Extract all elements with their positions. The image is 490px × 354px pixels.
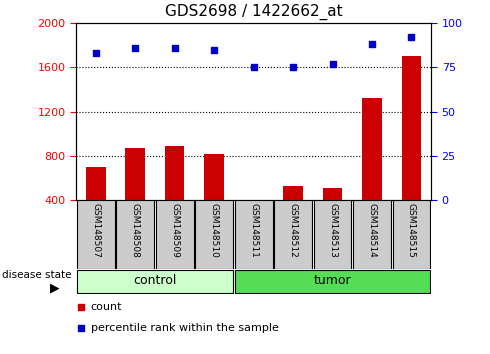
Text: tumor: tumor [314, 274, 351, 287]
Bar [274, 200, 312, 269]
Bar [402, 56, 421, 200]
Text: disease state: disease state [2, 270, 72, 280]
Bar [362, 98, 382, 200]
Point [171, 45, 178, 51]
Point [77, 326, 85, 331]
Text: GSM148513: GSM148513 [328, 204, 337, 258]
Text: GSM148512: GSM148512 [289, 204, 297, 258]
Text: control: control [133, 274, 176, 287]
Point [289, 64, 297, 70]
Text: ▶: ▶ [50, 281, 59, 294]
Point [329, 61, 337, 67]
Point [250, 64, 258, 70]
Text: GSM148508: GSM148508 [131, 204, 140, 258]
Bar [204, 154, 224, 200]
Text: count: count [91, 302, 122, 312]
Point [131, 45, 139, 51]
Bar [353, 200, 391, 269]
Text: GSM148515: GSM148515 [407, 204, 416, 258]
Bar [322, 188, 343, 200]
Bar [244, 200, 264, 205]
Bar [283, 185, 303, 200]
Bar [125, 148, 145, 200]
Text: percentile rank within the sample: percentile rank within the sample [91, 323, 279, 333]
Title: GDS2698 / 1422662_at: GDS2698 / 1422662_at [165, 4, 343, 20]
Text: GSM148514: GSM148514 [368, 204, 376, 258]
Bar [165, 146, 185, 200]
Bar [77, 200, 115, 269]
Text: GSM148507: GSM148507 [91, 204, 100, 258]
Text: GSM148511: GSM148511 [249, 204, 258, 258]
Text: GSM148509: GSM148509 [170, 204, 179, 258]
Bar [392, 200, 430, 269]
Bar [86, 167, 105, 200]
Bar [195, 200, 233, 269]
Point [92, 50, 99, 56]
Point [210, 47, 218, 52]
Bar [235, 270, 430, 292]
Bar [314, 200, 351, 269]
Text: GSM148510: GSM148510 [210, 204, 219, 258]
Point [368, 41, 376, 47]
Bar [116, 200, 154, 269]
Point [77, 304, 85, 309]
Bar [156, 200, 194, 269]
Point [408, 34, 416, 40]
Bar [77, 270, 233, 292]
Bar [235, 200, 272, 269]
